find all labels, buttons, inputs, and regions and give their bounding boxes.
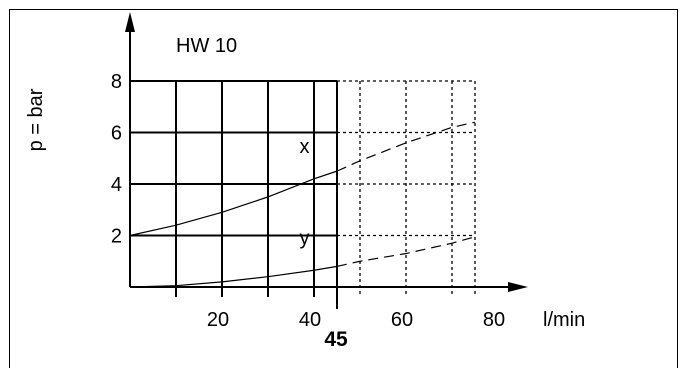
marker-label-45: 45 — [324, 328, 348, 351]
series-y-solid — [129, 265, 338, 288]
y-tick-label: 8 — [111, 71, 122, 93]
axes — [125, 12, 528, 292]
series-x-dashed — [336, 121, 476, 172]
y-tick-label: 2 — [111, 226, 122, 248]
x-tick-label: 80 — [483, 309, 505, 331]
grid — [130, 80, 476, 309]
x-axis-arrow — [508, 282, 528, 292]
series-y-dashed — [336, 236, 476, 267]
x-tick-label: 60 — [391, 309, 413, 331]
series-label-y: y — [300, 227, 310, 249]
curves — [129, 121, 476, 288]
y-tick-label: 4 — [111, 174, 122, 196]
x-tick-label: 40 — [299, 309, 321, 331]
x-axis-label: l/min — [543, 309, 585, 331]
y-axis-label: p = bar — [25, 88, 47, 151]
chart-frame — [9, 9, 678, 368]
series-x-solid — [129, 170, 338, 237]
labels: HW 10 p = bar l/min x y 2 4 6 8 20 40 60 80 45 — [25, 35, 585, 351]
y-axis-arrow — [125, 12, 135, 32]
y-tick-label: 6 — [111, 123, 122, 145]
x-tick-label: 20 — [207, 309, 229, 331]
series-label-x: x — [300, 136, 310, 158]
chart-title: HW 10 — [176, 35, 237, 57]
